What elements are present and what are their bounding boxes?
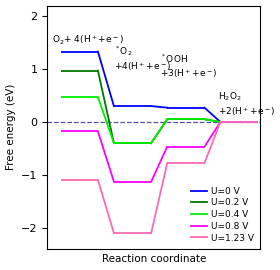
X-axis label: Reaction coordinate: Reaction coordinate (102, 254, 206, 264)
Text: H$_2$O$_2$
+2(H$^+$+e$^-$): H$_2$O$_2$ +2(H$^+$+e$^-$) (218, 90, 275, 118)
Text: $^*$OOH
+3(H$^+$+e$^-$): $^*$OOH +3(H$^+$+e$^-$) (160, 53, 218, 80)
Y-axis label: Free energy (eV): Free energy (eV) (6, 84, 16, 170)
Text: O$_2$+ 4(H$^+$+e$^-$): O$_2$+ 4(H$^+$+e$^-$) (52, 34, 123, 47)
Legend: U=0 V, U=0.2 V, U=0.4 V, U=0.8 V, U=1.23 V: U=0 V, U=0.2 V, U=0.4 V, U=0.8 V, U=1.23… (189, 185, 256, 244)
Text: $^*$O$_2$
+4(H$^+$+e$^-$): $^*$O$_2$ +4(H$^+$+e$^-$) (114, 44, 171, 73)
